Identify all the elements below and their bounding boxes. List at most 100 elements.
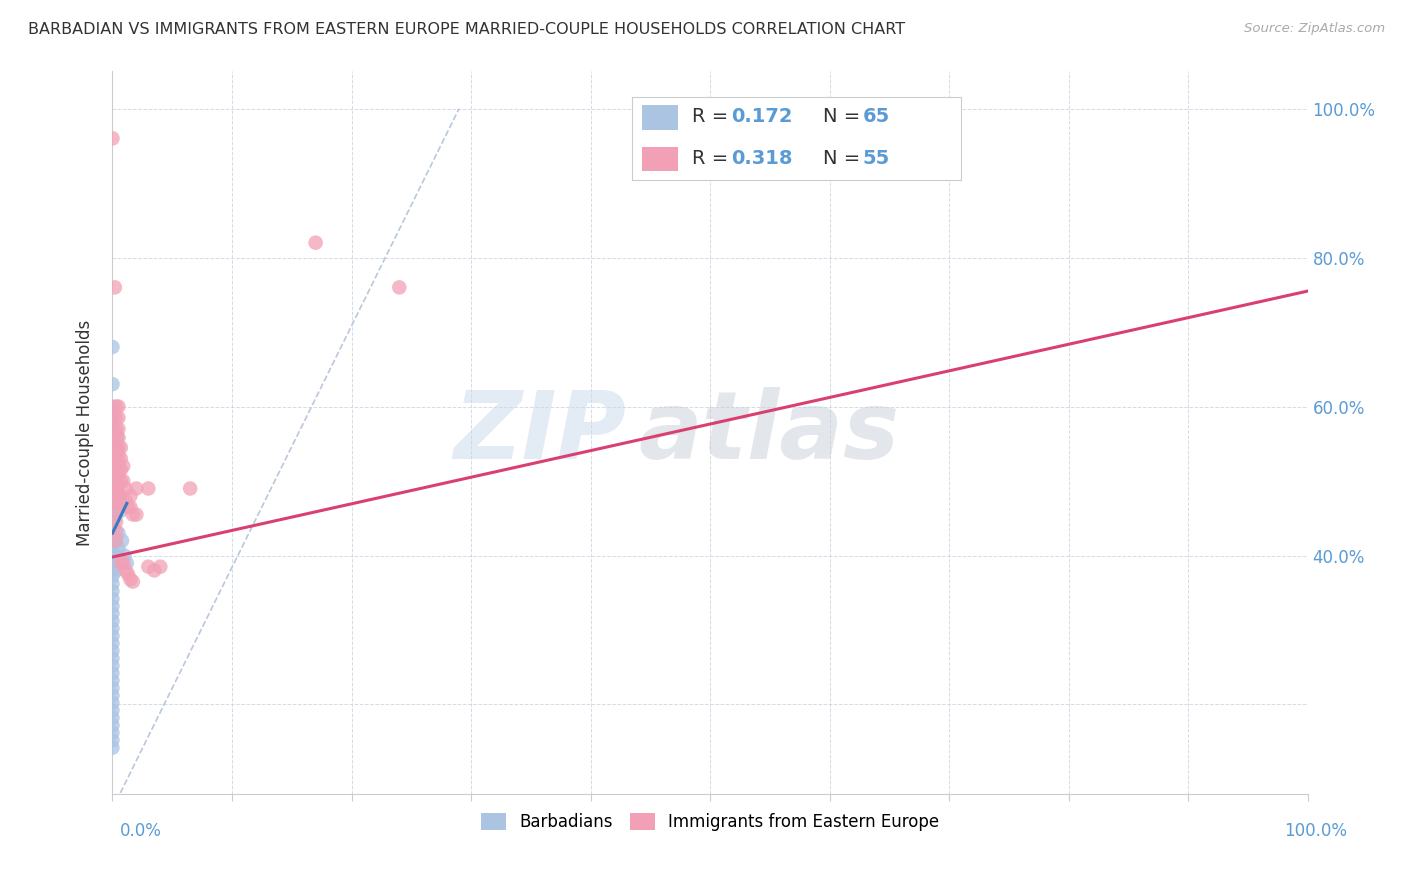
Point: [101, 441, 124, 455]
Point: [107, 526, 129, 541]
Point: [101, 718, 124, 732]
Point: [101, 562, 124, 576]
Point: [104, 496, 127, 510]
Point: [101, 422, 124, 436]
Point: [101, 711, 124, 725]
Point: [101, 470, 124, 484]
Point: [110, 504, 132, 518]
Point: [143, 563, 166, 577]
Point: [101, 500, 124, 515]
Point: [101, 492, 124, 507]
Point: [105, 486, 128, 500]
Point: [101, 651, 124, 665]
Point: [104, 467, 127, 481]
Point: [101, 591, 124, 606]
Point: [120, 500, 142, 515]
Point: [105, 410, 128, 425]
Point: [105, 429, 128, 443]
Point: [107, 541, 129, 555]
Point: [138, 482, 160, 496]
Point: [305, 235, 328, 250]
Point: [101, 532, 124, 546]
Point: [101, 658, 124, 673]
Point: [117, 500, 139, 515]
Point: [101, 614, 124, 628]
Point: [120, 489, 142, 503]
Point: [107, 459, 129, 474]
Point: [388, 280, 411, 294]
Point: [101, 455, 124, 469]
Point: [121, 508, 143, 522]
Point: [105, 431, 128, 445]
Point: [104, 280, 127, 294]
Point: [105, 563, 128, 577]
Point: [101, 607, 124, 621]
Legend: Barbadians, Immigrants from Eastern Europe: Barbadians, Immigrants from Eastern Euro…: [474, 806, 946, 838]
Point: [115, 556, 138, 570]
Point: [101, 508, 124, 522]
Point: [101, 644, 124, 658]
Point: [105, 496, 128, 510]
Point: [101, 673, 124, 688]
Point: [138, 559, 160, 574]
Point: [149, 559, 172, 574]
Point: [105, 533, 128, 548]
Point: [101, 569, 124, 583]
Point: [101, 622, 124, 636]
Point: [105, 444, 128, 458]
Text: Source: ZipAtlas.com: Source: ZipAtlas.com: [1244, 22, 1385, 36]
Point: [125, 508, 148, 522]
Point: [105, 468, 128, 483]
Point: [101, 400, 124, 414]
Point: [101, 577, 124, 591]
Point: [101, 666, 124, 681]
Point: [105, 505, 128, 519]
Point: [110, 451, 132, 466]
Point: [101, 636, 124, 650]
Point: [107, 496, 129, 510]
Point: [107, 441, 129, 455]
Point: [114, 549, 135, 563]
Point: [107, 450, 129, 464]
Point: [101, 526, 124, 541]
Point: [105, 515, 128, 529]
Point: [105, 441, 128, 455]
Text: atlas: atlas: [638, 386, 900, 479]
Point: [104, 511, 127, 525]
Point: [105, 450, 128, 464]
Point: [101, 726, 124, 740]
Point: [101, 463, 124, 477]
Point: [105, 459, 128, 474]
Point: [101, 554, 124, 568]
Point: [107, 486, 129, 500]
Point: [101, 629, 124, 643]
Point: [101, 485, 124, 500]
Point: [101, 703, 124, 717]
Point: [111, 533, 134, 548]
Y-axis label: Married-couple Households: Married-couple Households: [76, 319, 94, 546]
Point: [105, 422, 128, 436]
Point: [101, 477, 124, 491]
Point: [101, 414, 124, 428]
Point: [105, 477, 128, 491]
Point: [101, 689, 124, 703]
Point: [114, 482, 136, 496]
Point: [104, 482, 127, 496]
Point: [108, 489, 131, 503]
Point: [110, 441, 132, 455]
Point: [101, 681, 124, 695]
Point: [110, 463, 132, 477]
Point: [107, 410, 129, 425]
Point: [112, 474, 135, 488]
Point: [125, 482, 148, 496]
Point: [107, 477, 129, 491]
Point: [101, 599, 124, 614]
Point: [105, 524, 128, 538]
Point: [101, 740, 124, 755]
Point: [101, 131, 124, 145]
Point: [110, 474, 132, 488]
Point: [101, 584, 124, 599]
Point: [101, 696, 124, 710]
Point: [110, 556, 132, 570]
Point: [101, 340, 124, 354]
